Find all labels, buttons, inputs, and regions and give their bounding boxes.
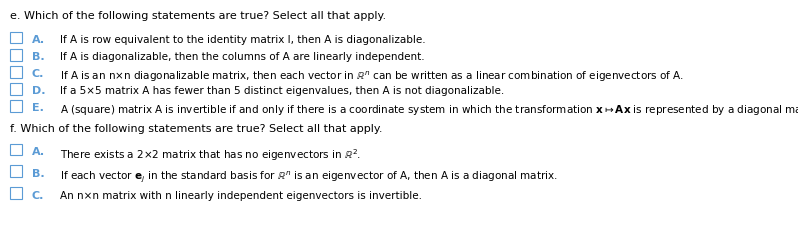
Text: B.: B.	[32, 52, 45, 62]
Text: A (square) matrix A is invertible if and only if there is a coordinate system in: A (square) matrix A is invertible if and…	[60, 103, 798, 117]
Text: e. Which of the following statements are true? Select all that apply.: e. Which of the following statements are…	[10, 11, 385, 21]
Text: E.: E.	[32, 103, 44, 113]
Text: If each vector $\mathbf{e}_j$ in the standard basis for $\mathbb{R}^n$ is an eig: If each vector $\mathbf{e}_j$ in the sta…	[60, 169, 558, 184]
Text: B.: B.	[32, 169, 45, 179]
Text: C.: C.	[32, 191, 45, 201]
Text: If a 5×5 matrix A has fewer than 5 distinct eigenvalues, then A is not diagonali: If a 5×5 matrix A has fewer than 5 disti…	[60, 86, 504, 96]
Text: If A is row equivalent to the identity matrix I, then A is diagonalizable.: If A is row equivalent to the identity m…	[60, 35, 425, 45]
Text: C.: C.	[32, 69, 45, 79]
Text: There exists a 2×2 matrix that has no eigenvectors in $\mathbb{R}^2$.: There exists a 2×2 matrix that has no ei…	[60, 147, 361, 163]
Text: D.: D.	[32, 86, 45, 96]
Text: If A is diagonalizable, then the columns of A are linearly independent.: If A is diagonalizable, then the columns…	[60, 52, 425, 62]
Text: An n×n matrix with n linearly independent eigenvectors is invertible.: An n×n matrix with n linearly independen…	[60, 191, 422, 201]
Text: A.: A.	[32, 147, 45, 157]
Text: If A is an n×n diagonalizable matrix, then each vector in $\mathbb{R}^n$ can be : If A is an n×n diagonalizable matrix, th…	[60, 69, 684, 84]
Text: f. Which of the following statements are true? Select all that apply.: f. Which of the following statements are…	[10, 124, 382, 134]
Text: A.: A.	[32, 35, 45, 45]
